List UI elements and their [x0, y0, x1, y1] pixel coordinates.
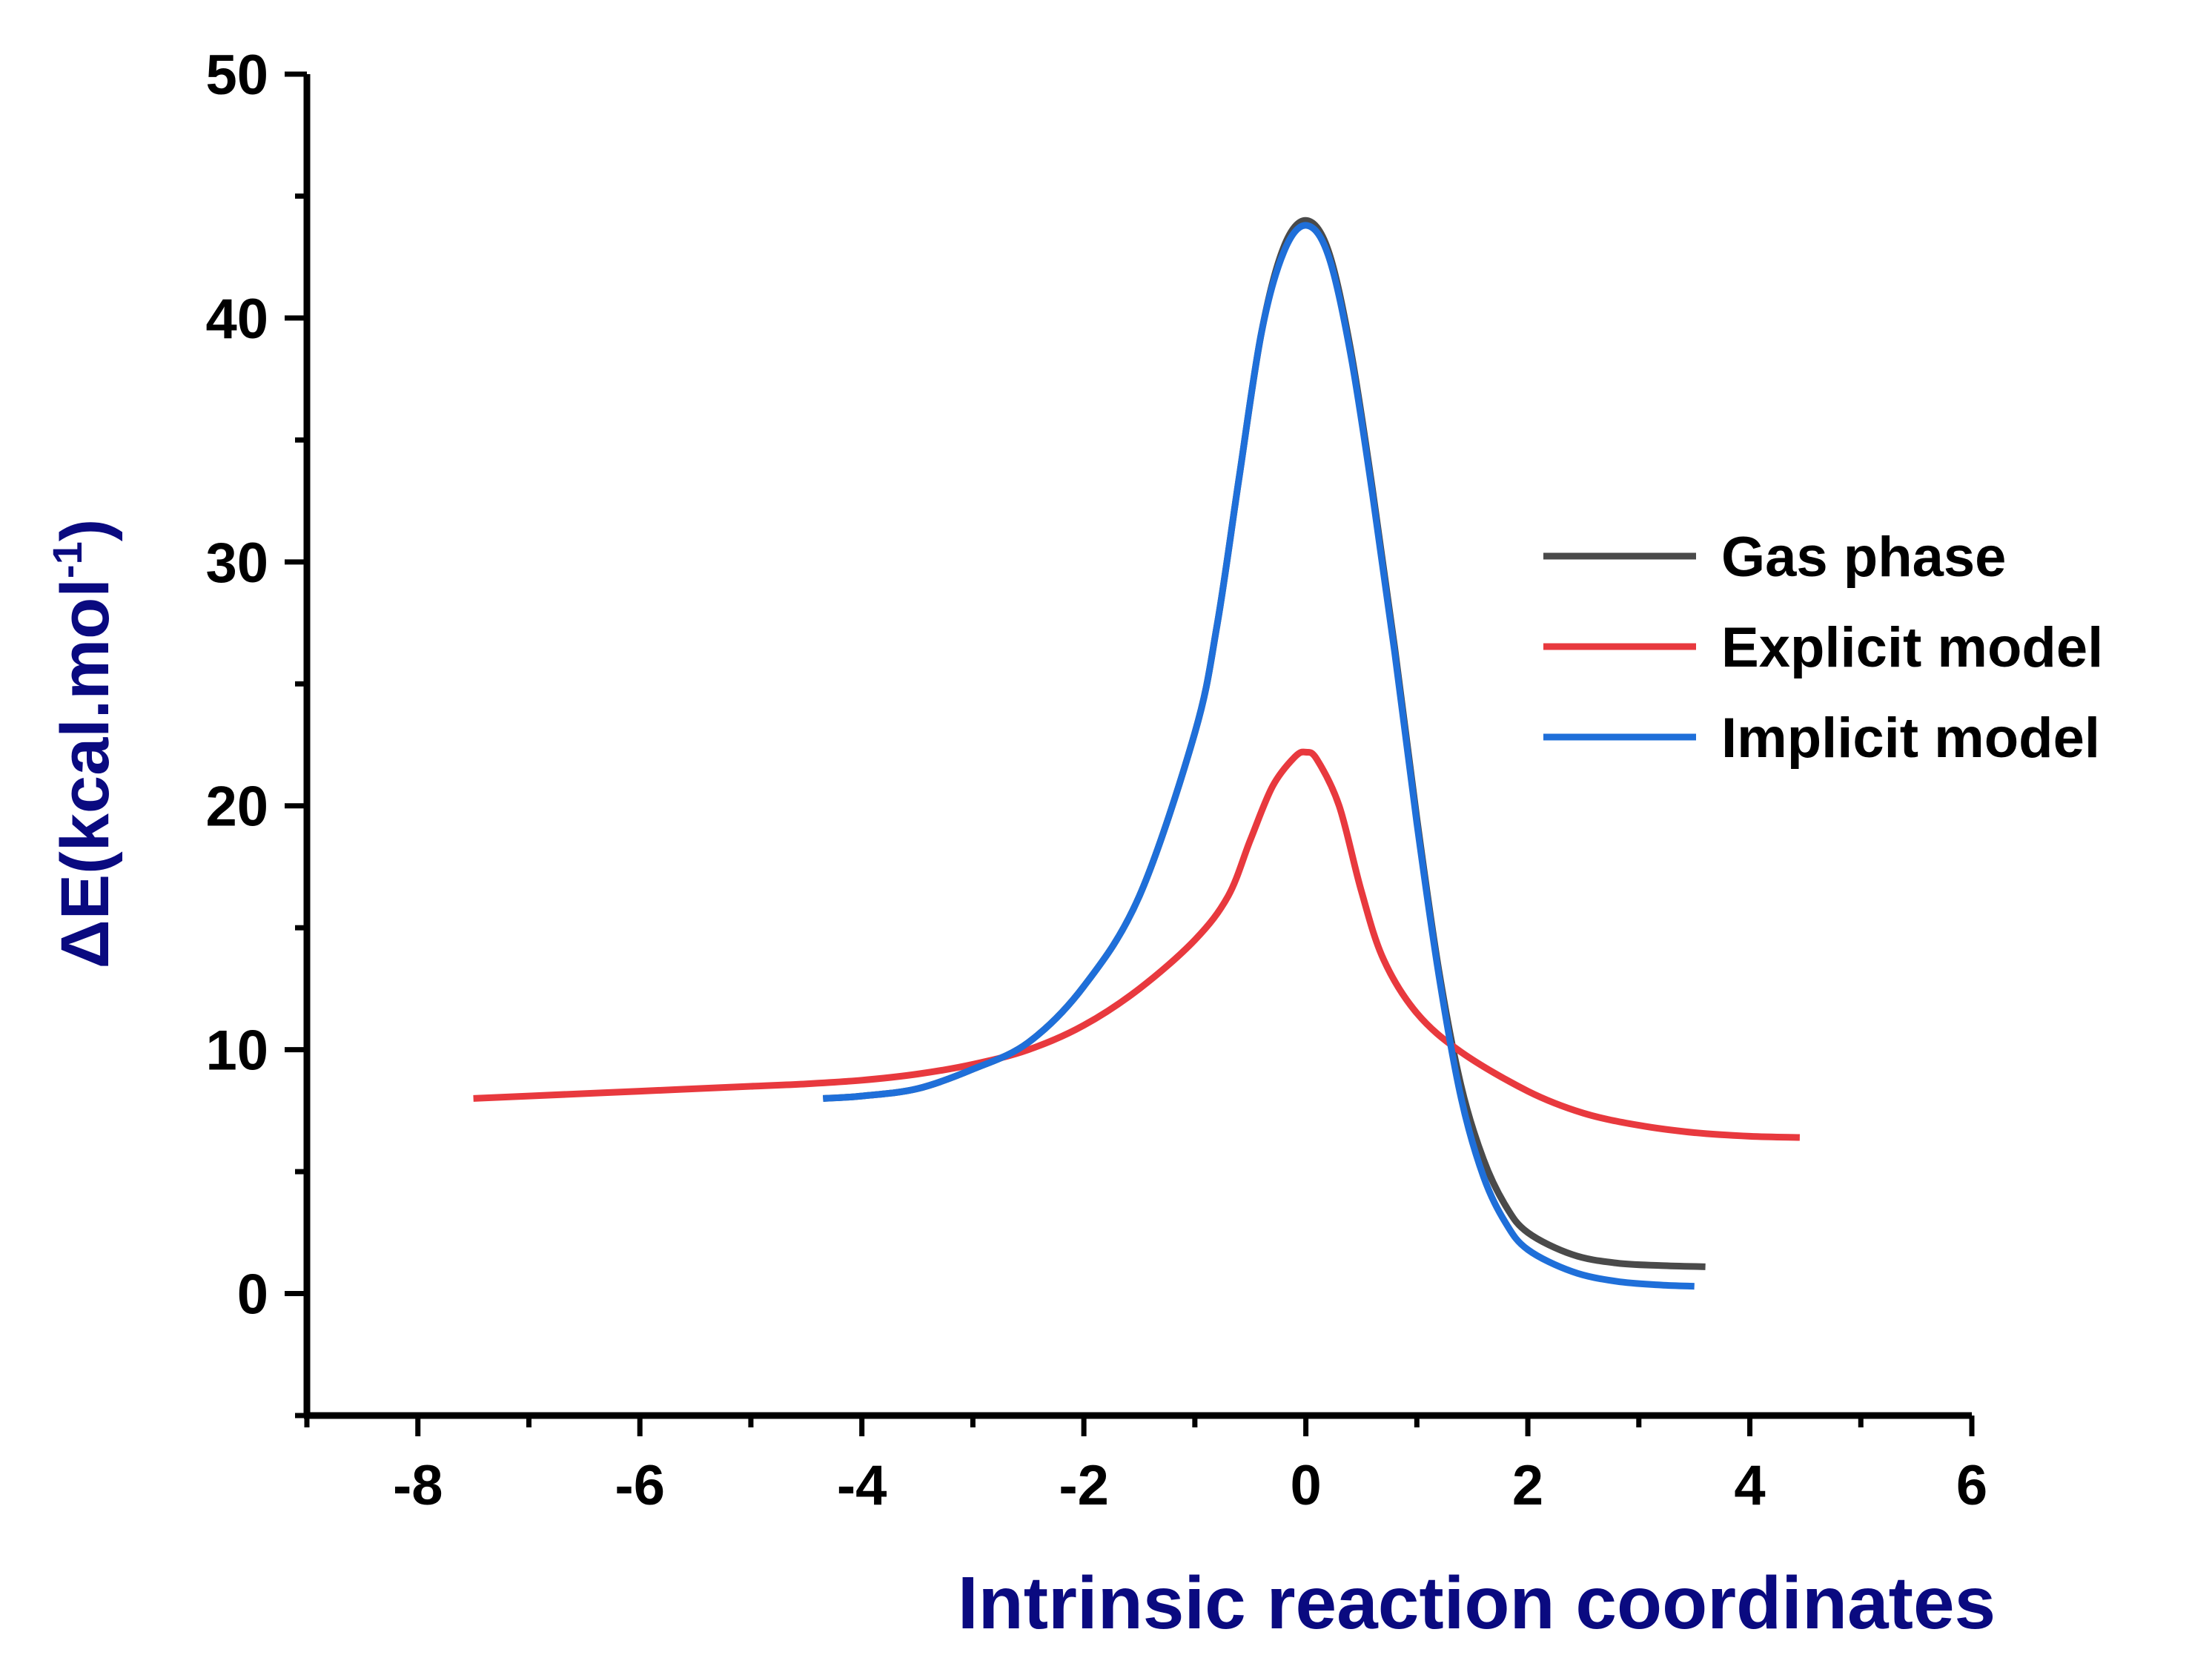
x-tick-label: 0	[1290, 1454, 1321, 1517]
x-tick-label: 4	[1734, 1454, 1765, 1517]
x-tick-label: 6	[1956, 1454, 1987, 1517]
y-axis-title-main: ΔE(kcal.mol	[47, 578, 123, 968]
y-tick-label: 20	[205, 776, 268, 839]
legend-label-gas-phase: Gas phase	[1721, 526, 2006, 589]
series-line-implicit-model	[823, 222, 1695, 1290]
x-tick-label: -8	[393, 1454, 443, 1517]
y-tick-label: 40	[205, 288, 268, 351]
y-tick-label: 50	[205, 44, 268, 107]
series-line-explicit-model	[473, 748, 1800, 1141]
labels-layer: -8 -6 -4 -2 0 2 4 6 0 10 20 30 40 50	[205, 44, 1987, 1517]
y-tick-label: 30	[205, 532, 268, 595]
x-axis-title: Intrinsic reaction coordinates	[958, 1562, 1996, 1645]
legend-label-implicit-model: Implicit model	[1721, 707, 2100, 770]
series-layer	[473, 217, 1800, 1290]
legend-label-explicit-model: Explicit model	[1721, 616, 2103, 679]
y-axis-title-superscript: -1	[44, 541, 90, 578]
y-tick-label: 10	[205, 1020, 268, 1083]
y-tick-label: 0	[237, 1264, 268, 1327]
y-axis-title-close: )	[47, 519, 123, 542]
x-tick-label: 2	[1512, 1454, 1543, 1517]
x-tick-label: -4	[837, 1454, 887, 1517]
axes-layer	[303, 74, 1972, 1419]
y-axis-title: ΔE(kcal.mol-1)	[44, 519, 123, 969]
ticks-layer	[285, 71, 1975, 1436]
legend: Gas phase Explicit model Implicit model	[1543, 526, 2103, 770]
x-tick-label: -6	[615, 1454, 665, 1517]
x-tick-label: -2	[1059, 1454, 1109, 1517]
